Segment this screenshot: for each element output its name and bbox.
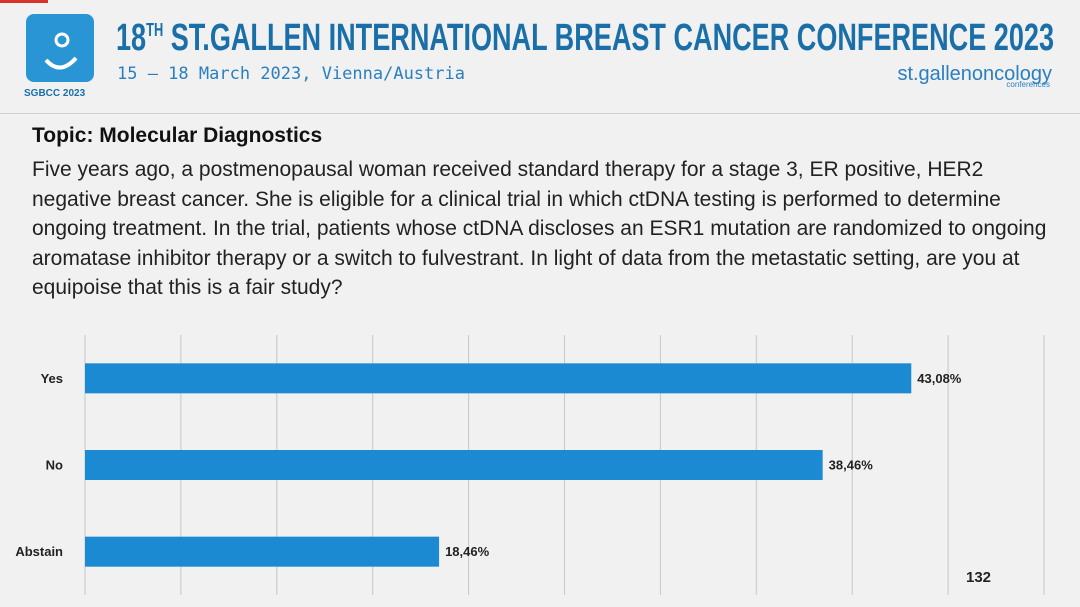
value-label: 43,08% <box>917 371 962 386</box>
category-label: Yes <box>41 371 63 386</box>
logo <box>26 14 94 82</box>
question: Five years ago, a postmenopausal woman r… <box>32 158 1047 299</box>
topic: Topic: Molecular Diagnostics <box>32 124 323 147</box>
brand-sub: conferences <box>1006 80 1050 89</box>
title: 18TH ST.GALLEN INTERNATIONAL BREAST CANC… <box>116 17 1054 59</box>
divider <box>0 113 1080 114</box>
accent-line <box>0 0 48 3</box>
title-sup: TH <box>146 20 163 40</box>
category-label: No <box>46 457 63 472</box>
value-label: 38,46% <box>829 457 874 472</box>
logo-text: SGBCC 2023 <box>24 88 86 99</box>
bar <box>85 536 440 567</box>
brand: st.gallenoncology <box>897 63 1052 85</box>
subtitle: 15 – 18 March 2023, Vienna/Austria <box>117 64 465 84</box>
title-rest: ST.GALLEN INTERNATIONAL BREAST CANCER CO… <box>163 17 1054 59</box>
logo-icon <box>44 32 78 70</box>
title-text: 18TH ST.GALLEN INTERNATIONAL BREAST CANC… <box>116 17 1054 59</box>
value-label: 18,46% <box>445 544 490 559</box>
bar <box>85 450 823 480</box>
category-label: Abstain <box>15 544 63 559</box>
response-count: 132 <box>966 569 992 586</box>
title-number: 18 <box>116 17 146 59</box>
bar <box>85 363 912 394</box>
